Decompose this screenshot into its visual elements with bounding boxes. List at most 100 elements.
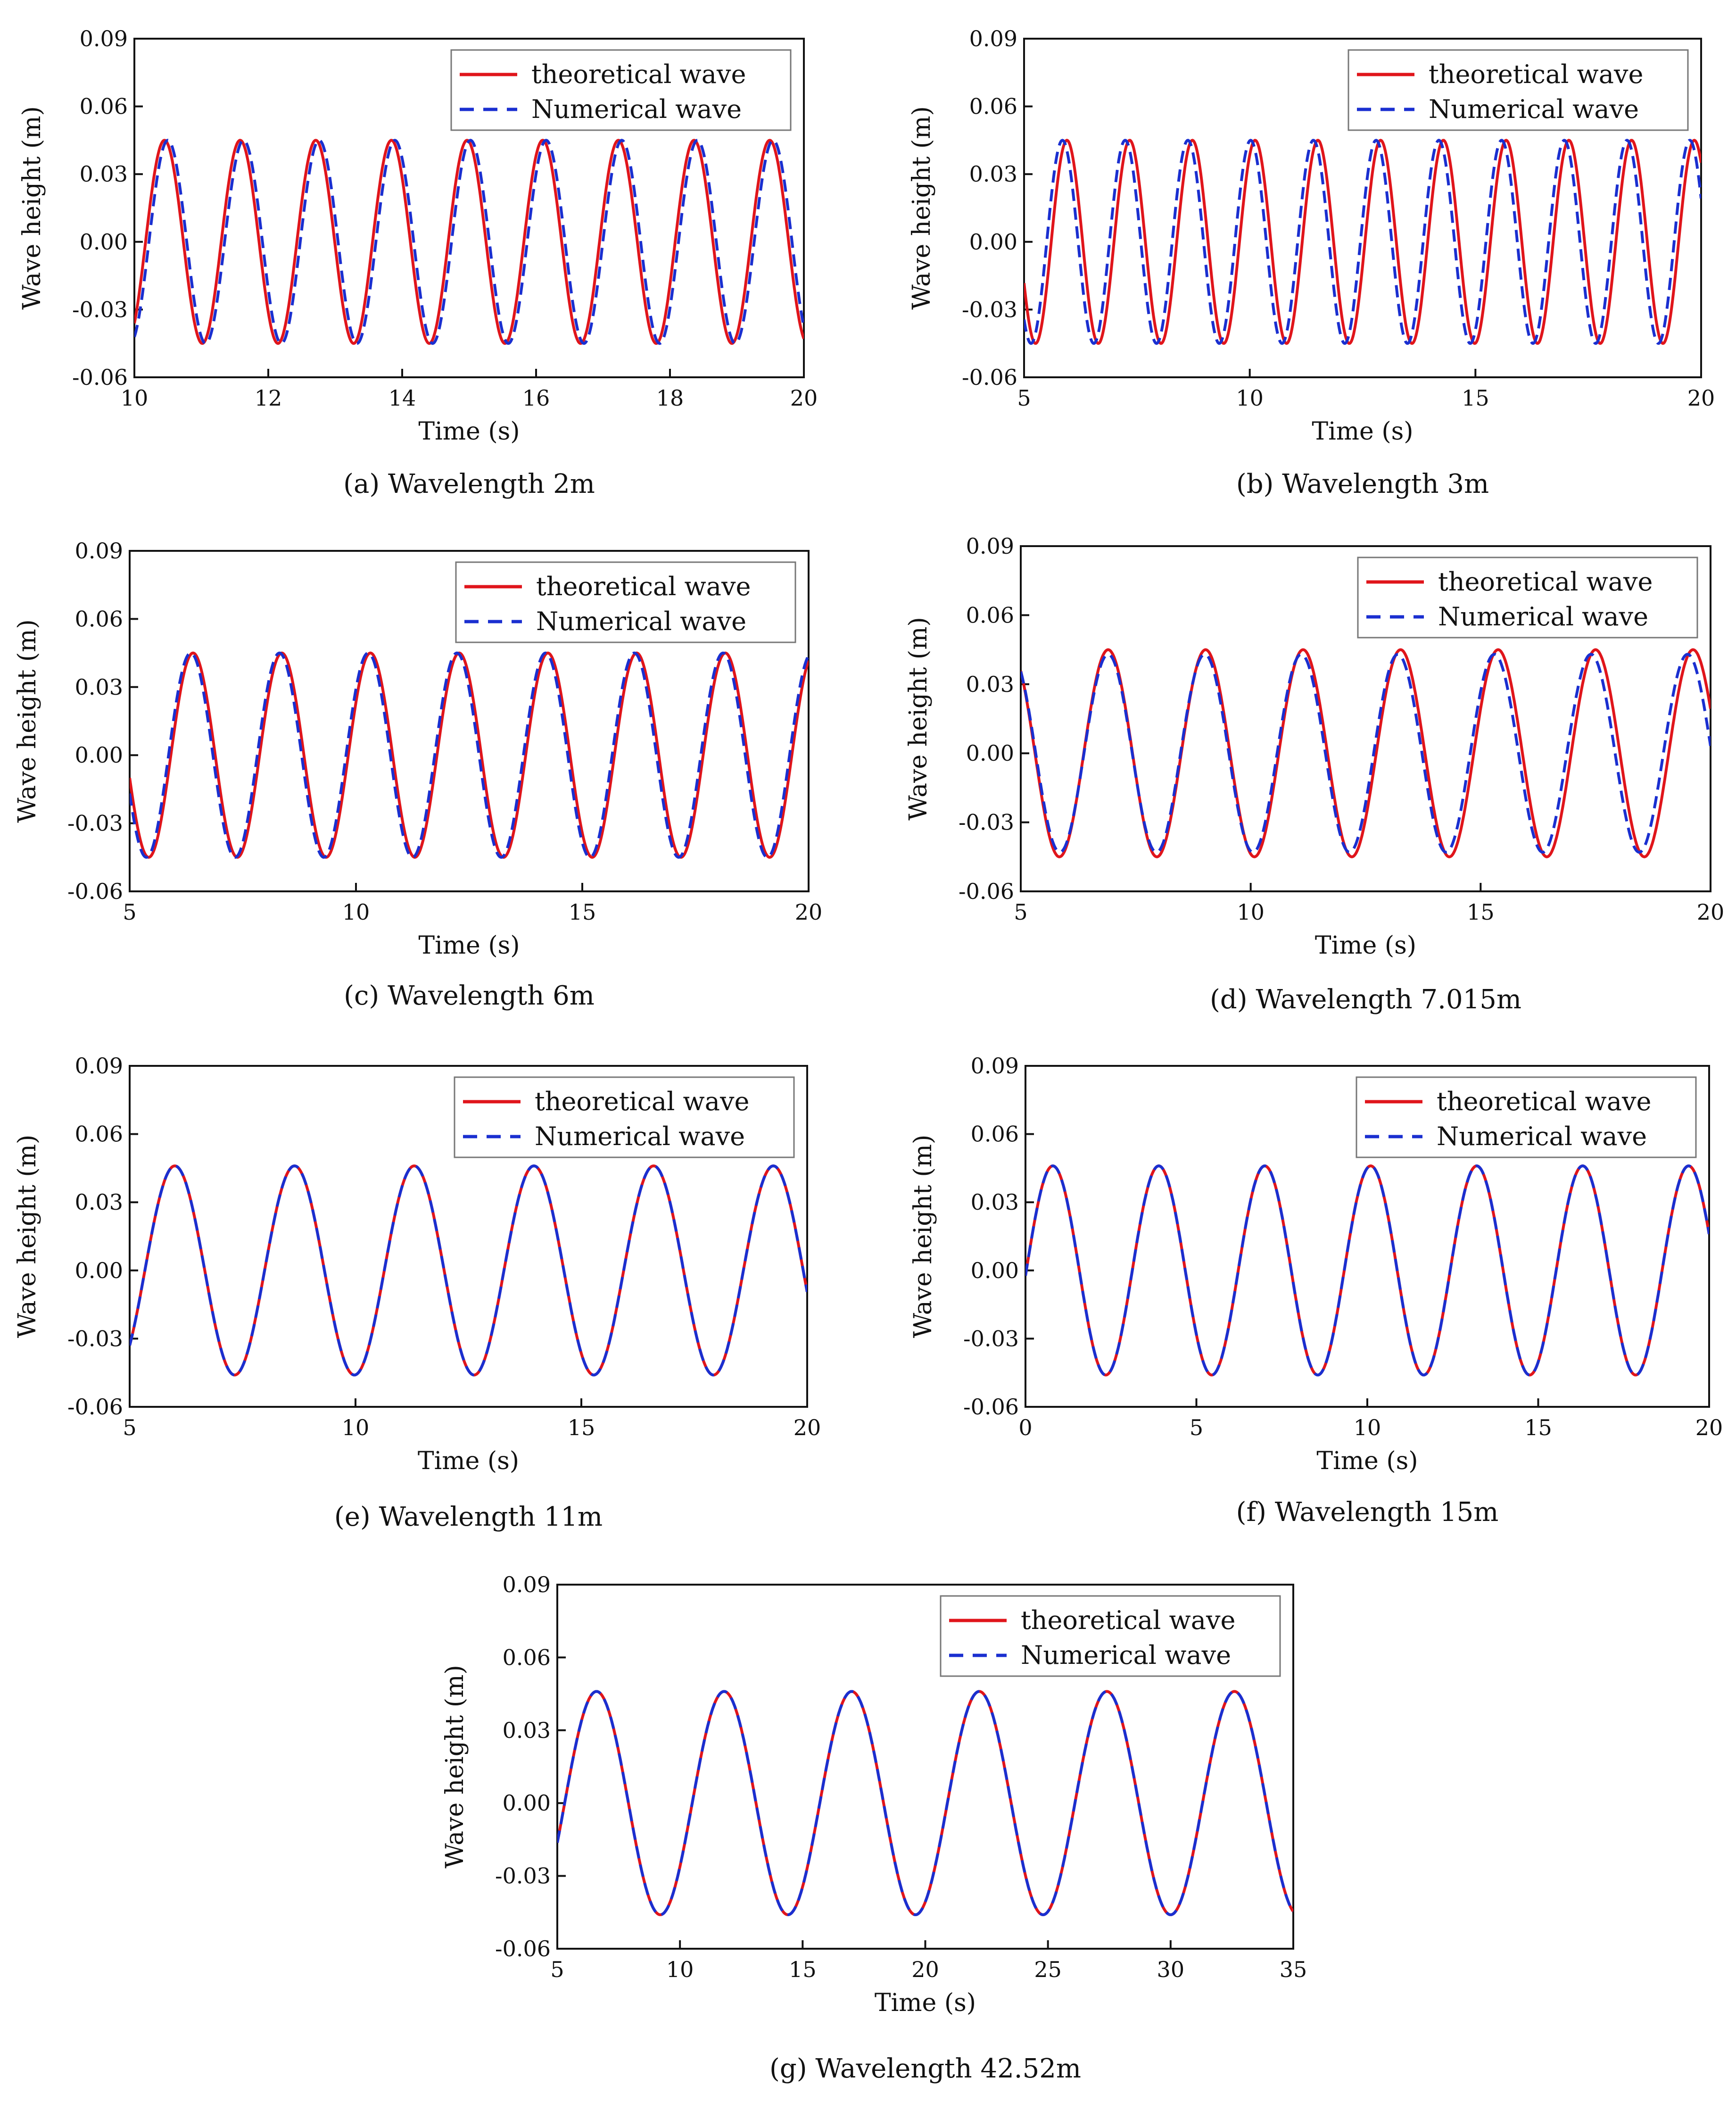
theoretical-wave-line [130,1164,807,1377]
legend-theoretical-label: theoretical wave [1438,567,1653,597]
plot-frame [129,1065,808,1408]
legend-box [450,49,792,131]
y-tick-label: 0.00 [75,742,123,768]
legend-theoretical-label: theoretical wave [531,59,746,89]
y-tick-label: 0.03 [75,1189,123,1215]
y-tick-label: -0.06 [963,1394,1019,1420]
x-tick-label: 10 [342,899,370,925]
panel-caption: (e) Wavelength 11m [334,1502,603,1532]
x-tick-label: 25 [1034,1957,1062,1982]
y-tick-label: 0.06 [969,94,1017,119]
x-tick-label: 15 [568,1415,595,1440]
y-tick-label: 0.09 [971,1053,1019,1079]
panel-caption: (c) Wavelength 6m [344,980,595,1011]
y-tick-label: 0.00 [971,1258,1019,1283]
theoretical-wave-line [1024,139,1701,345]
panel-caption: (a) Wavelength 2m [343,469,595,499]
theoretical-wave-line [130,651,809,859]
x-axis-title: Time (s) [1312,417,1413,446]
legend-box [1356,1076,1697,1158]
y-axis-title: Wave height (m) [908,106,936,310]
chart-panel-g: 5 10 15 20 25 30 35 -0.06 -0.03 0.00 0.03 0.06 0.09 T… [441,1572,1307,2084]
legend-numerical-label: Numerical wave [1021,1640,1231,1670]
x-tick-label: 20 [790,385,818,411]
x-tick-label: 5 [550,1957,564,1982]
y-tick-label: 0.00 [503,1790,551,1816]
y-tick-label: -0.06 [495,1936,551,1961]
x-axis-title: Time (s) [418,1447,519,1475]
numerical-wave-line [1025,1164,1709,1377]
y-tick-label: -0.06 [72,365,128,390]
chart-panel-c: 5 10 15 20 -0.06 -0.03 0.00 0.03 0.06 0.09 Time (s… [13,538,822,1011]
y-tick-label: 0.09 [969,26,1017,51]
numerical-wave-line [130,1164,807,1377]
x-tick-label: 20 [794,1415,821,1440]
numerical-wave-line [557,1690,1293,1916]
x-tick-label: 5 [123,1415,136,1440]
y-tick-label: 0.03 [971,1189,1019,1215]
plot-frame [133,38,805,378]
legend-theoretical-label: theoretical wave [1429,59,1643,89]
y-tick-label: 0.00 [80,229,128,255]
theoretical-wave-line [1021,648,1711,858]
x-tick-label: 15 [789,1957,817,1982]
y-tick-label: -0.06 [67,879,123,904]
y-tick-label: 0.06 [75,1122,123,1147]
y-axis-title: Wave height (m) [13,1135,41,1338]
y-tick-label: 0.00 [966,740,1014,766]
chart-panel-d: 5 10 15 20 -0.06 -0.03 0.00 0.03 0.06 0.09 Time (s… [904,533,1724,1015]
y-tick-label: 0.09 [503,1572,551,1597]
theoretical-wave-line [1025,1164,1709,1377]
x-tick-label: 5 [1190,1415,1203,1440]
legend-box [454,1076,795,1158]
y-axis-title: Wave height (m) [18,106,46,310]
x-tick-label: 35 [1280,1957,1307,1982]
y-tick-label: -0.03 [959,810,1014,835]
legend-box [1357,557,1698,639]
y-tick-label: 0.03 [75,674,123,700]
y-tick-label: 0.06 [80,94,128,119]
x-tick-label: 20 [1687,385,1715,411]
legend-numerical-label: Numerical wave [1437,1122,1647,1151]
x-tick-label: 10 [1236,385,1264,411]
legend-theoretical-label: theoretical wave [535,1087,749,1116]
y-tick-label: -0.03 [72,297,128,322]
theoretical-wave-line [557,1690,1293,1916]
panel-caption: (d) Wavelength 7.015m [1210,984,1521,1015]
y-tick-label: 0.00 [969,229,1017,255]
y-tick-label: 0.06 [75,606,123,631]
numerical-wave-line [130,651,809,859]
y-axis-title: Wave height (m) [904,617,933,821]
legend-numerical-label: Numerical wave [531,94,742,124]
x-axis-title: Time (s) [1316,1447,1418,1475]
y-tick-label: 0.06 [503,1645,551,1670]
x-axis-title: Time (s) [875,1989,976,2017]
y-tick-label: -0.03 [962,297,1017,322]
x-tick-label: 18 [656,385,684,411]
y-axis-title: Wave height (m) [441,1665,469,1869]
y-axis-title: Wave height (m) [909,1135,937,1338]
x-axis-title: Time (s) [1315,931,1416,960]
x-tick-label: 5 [1017,385,1031,411]
y-tick-label: -0.06 [959,879,1014,904]
x-tick-label: 10 [1354,1415,1381,1440]
y-tick-label: 0.09 [80,26,128,51]
chart-panel-f: 0 5 10 15 20 -0.06 -0.03 0.00 0.03 0.06 0.09 Time (… [909,1053,1723,1528]
x-tick-label: 30 [1157,1957,1185,1982]
chart-panel-a: 10 12 14 16 18 20 -0.06 -0.03 0.00 0.03 0.06 0.09 Ti… [18,26,818,499]
legend-box [1347,49,1689,131]
panel-caption: (b) Wavelength 3m [1236,469,1489,499]
numerical-wave-line [134,139,804,345]
x-tick-label: 20 [795,899,823,925]
y-tick-label: -0.03 [495,1863,551,1889]
legend-theoretical-label: theoretical wave [536,572,751,601]
x-tick-label: 5 [1014,899,1027,925]
y-tick-label: 0.09 [75,538,123,564]
y-tick-label: -0.06 [962,365,1017,390]
x-tick-label: 10 [1237,899,1265,925]
y-tick-label: 0.00 [75,1258,123,1283]
x-axis-title: Time (s) [418,417,520,446]
y-tick-label: 0.06 [966,602,1014,628]
y-tick-label: -0.03 [67,811,123,836]
